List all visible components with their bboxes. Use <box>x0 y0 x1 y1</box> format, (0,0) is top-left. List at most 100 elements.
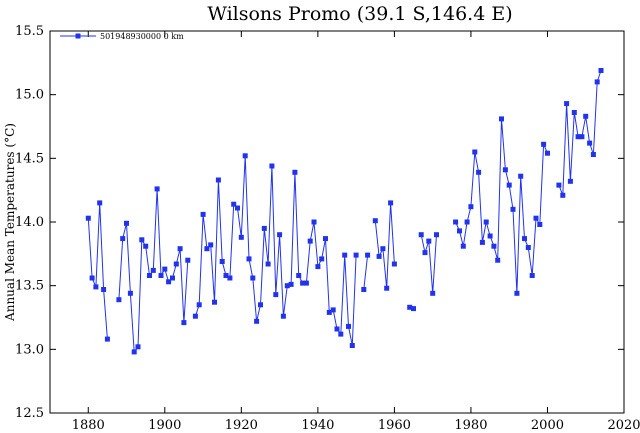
data-point <box>185 257 191 263</box>
data-point <box>296 273 302 278</box>
data-point <box>196 302 202 308</box>
series-line-segment <box>363 255 369 290</box>
data-point <box>598 68 604 73</box>
x-tick-label: 1940 <box>301 418 334 433</box>
data-point <box>495 257 501 263</box>
data-point <box>533 215 539 221</box>
data-point <box>124 220 129 226</box>
data-point <box>238 234 244 240</box>
data-point <box>361 287 367 292</box>
x-tick-label: 1960 <box>378 418 411 433</box>
data-point <box>292 169 298 175</box>
data-point <box>231 201 237 207</box>
data-point <box>303 280 309 286</box>
data-point <box>192 313 198 319</box>
y-tick-label: 12.5 <box>15 406 44 421</box>
data-point <box>250 275 256 281</box>
data-point <box>273 292 279 298</box>
data-point <box>380 246 386 252</box>
series-line-segment <box>87 202 108 340</box>
data-point <box>510 206 516 212</box>
x-tick-label: 2020 <box>607 418 640 433</box>
data-point <box>258 302 263 308</box>
data-point <box>330 307 336 313</box>
data-point <box>583 113 589 119</box>
data-point <box>166 279 172 285</box>
data-point <box>334 326 340 332</box>
data-point <box>372 218 378 224</box>
data-point <box>143 243 149 249</box>
data-point <box>479 239 485 245</box>
data-point <box>376 253 382 259</box>
data-point <box>384 285 390 291</box>
data-point <box>307 238 313 244</box>
data-point <box>135 344 141 350</box>
data-point <box>422 250 428 256</box>
data-point <box>97 200 103 206</box>
data-point <box>391 261 397 267</box>
data-point <box>139 237 145 243</box>
data-point <box>181 320 187 326</box>
data-point <box>525 245 531 250</box>
y-tick-label: 13.0 <box>15 342 44 357</box>
x-tick-label: 1920 <box>225 418 258 433</box>
data-point <box>101 287 107 292</box>
data-point <box>204 246 210 252</box>
x-tick-label: 1900 <box>148 418 181 433</box>
data-point <box>116 297 122 303</box>
data-point <box>93 284 99 290</box>
data-point <box>545 150 550 156</box>
data-point <box>418 232 424 238</box>
data-point <box>120 236 126 242</box>
data-point <box>212 299 217 305</box>
data-point <box>158 273 164 278</box>
data-point <box>426 238 432 244</box>
data-point <box>104 336 110 342</box>
data-point <box>464 219 470 225</box>
x-tick-label: 2000 <box>531 418 564 433</box>
data-point <box>472 149 478 155</box>
data-point <box>280 313 286 319</box>
x-tick-label: 1980 <box>454 418 487 433</box>
data-point <box>349 343 355 348</box>
y-axis-ticks: 12.5 13.0 13.5 14.0 14.5 15.0 15.5 <box>15 24 624 421</box>
legend-marker-swatch <box>75 33 81 39</box>
data-point <box>514 290 520 296</box>
data-point <box>223 273 229 278</box>
data-point <box>311 219 317 225</box>
data-point <box>476 169 482 175</box>
data-point <box>346 323 351 329</box>
data-point <box>89 275 95 281</box>
data-point <box>269 163 275 169</box>
data-point <box>567 178 573 184</box>
y-tick-label: 13.5 <box>15 279 44 294</box>
data-point <box>338 331 344 337</box>
legend: 501948930000 0 km <box>60 32 184 41</box>
data-point <box>284 283 290 289</box>
data-point <box>261 225 267 231</box>
series-line-segment <box>194 155 357 346</box>
data-point <box>537 222 543 227</box>
data-point <box>579 134 585 140</box>
data-point <box>150 267 156 273</box>
data-point <box>219 259 225 264</box>
data-point <box>522 236 527 242</box>
data-point <box>300 280 306 286</box>
data-point <box>315 264 321 270</box>
data-point <box>556 182 562 188</box>
data-point <box>277 232 283 238</box>
data-point <box>342 252 348 258</box>
data-point <box>460 243 466 249</box>
data-point <box>323 236 328 242</box>
data-point <box>326 309 332 315</box>
data-point <box>502 167 508 173</box>
data-point <box>85 215 91 221</box>
data-point <box>506 182 512 188</box>
data-point <box>529 273 535 278</box>
data-point <box>541 141 547 147</box>
data-point <box>246 256 252 262</box>
y-tick-label: 14.5 <box>15 151 44 166</box>
data-point <box>235 205 240 211</box>
y-axis-title: Annual Mean Temperatures (°C) <box>3 123 17 322</box>
